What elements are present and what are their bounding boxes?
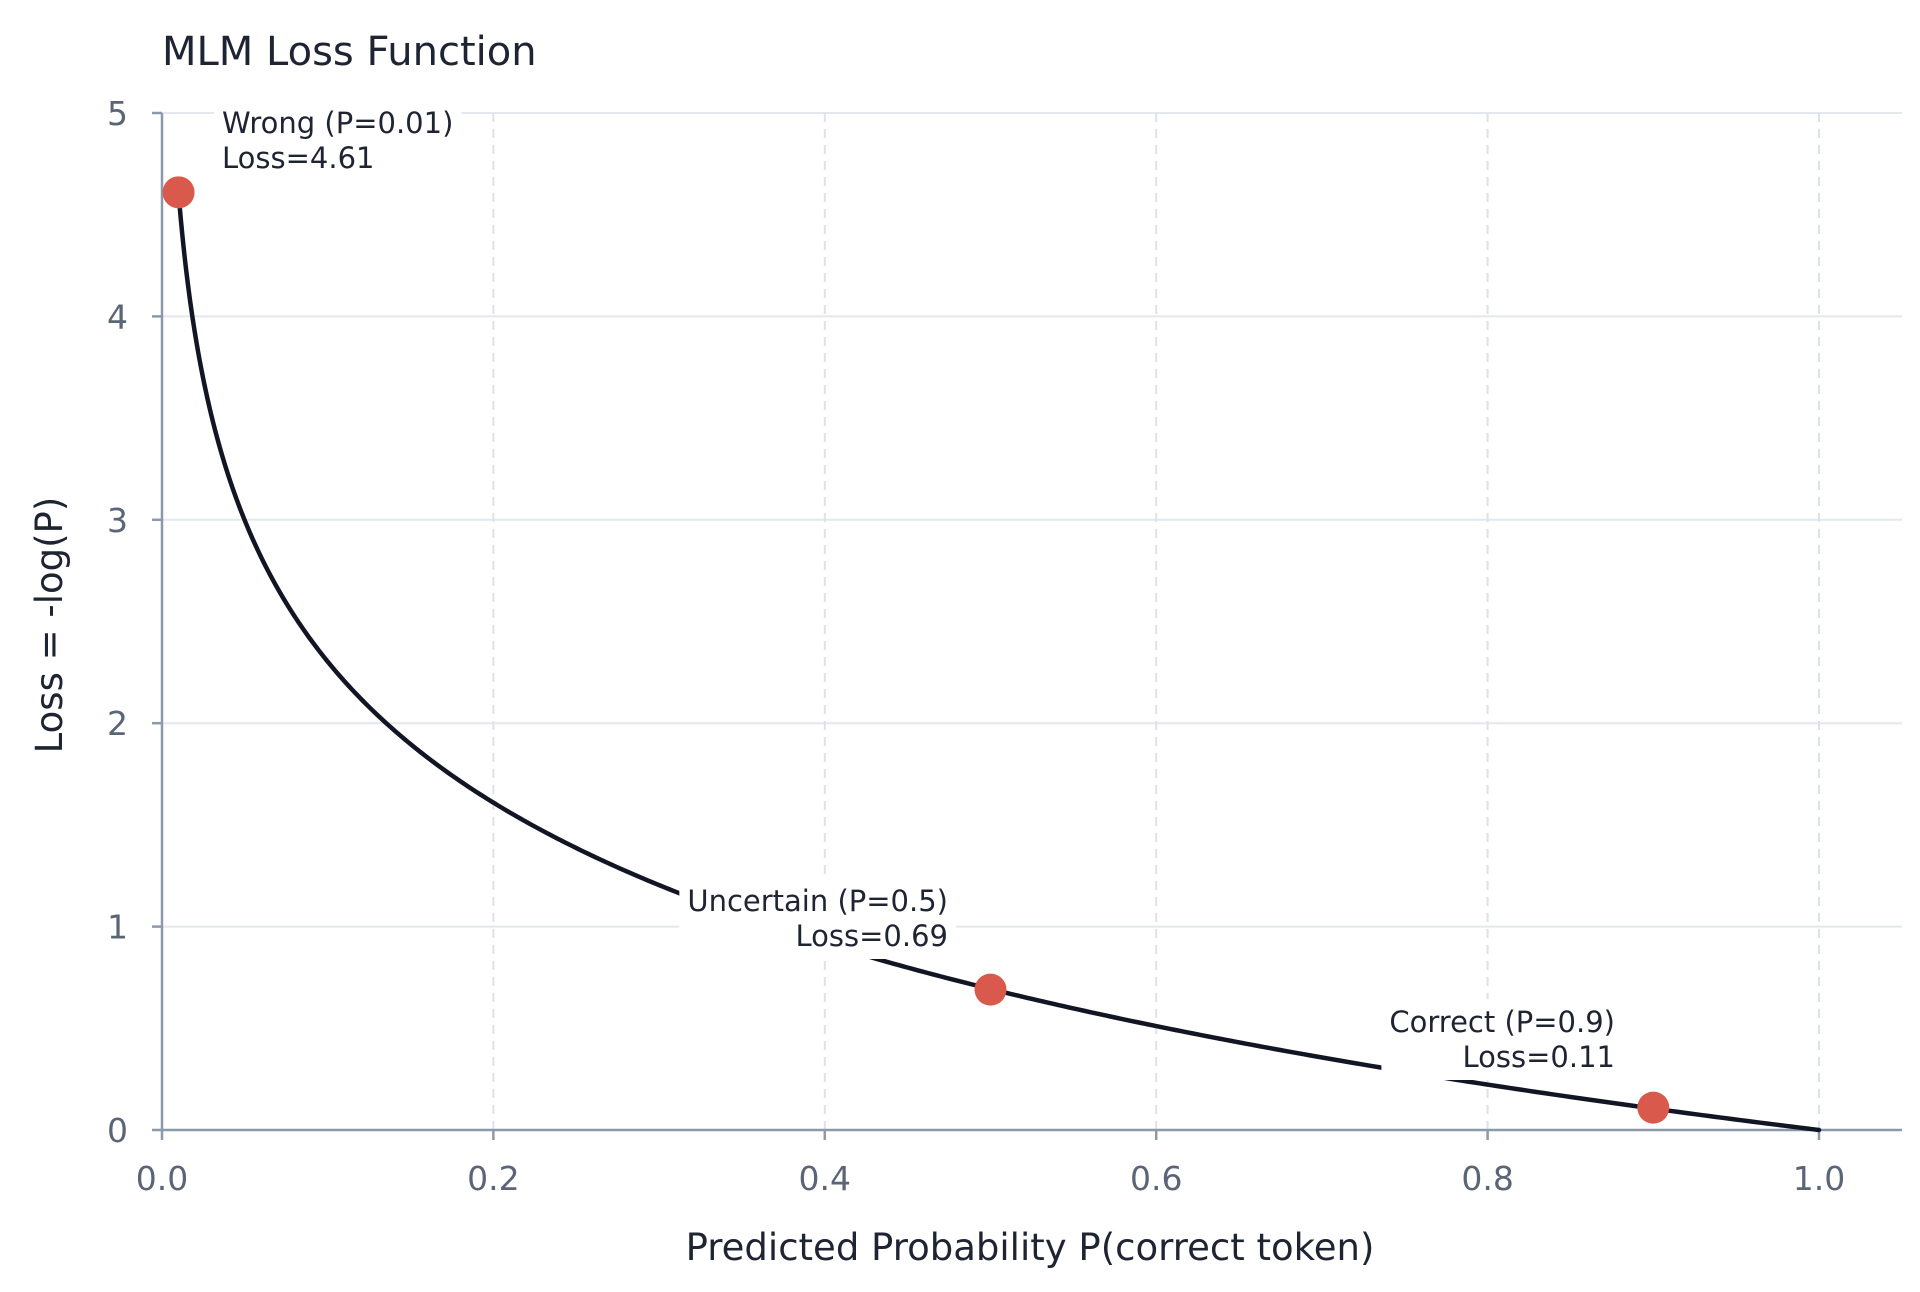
annotations: Wrong (P=0.01)Loss=4.61 Uncertain (P=0.5)…: [214, 100, 1623, 1080]
data-point-marker: [974, 973, 1007, 1006]
x-tick-label: 0.0: [136, 1159, 188, 1198]
y-tick-label: 0: [107, 1111, 128, 1150]
x-tick-label: 1.0: [1793, 1159, 1845, 1198]
annotation-1: Uncertain (P=0.5)Loss=0.69: [679, 878, 956, 959]
y-tick-label: 3: [107, 501, 128, 540]
annotation-sublabel: Loss=0.69: [796, 919, 948, 953]
data-point-marker: [162, 176, 195, 209]
x-tick-label: 0.2: [467, 1159, 519, 1198]
y-axis-label: Loss = -log(P): [28, 497, 71, 754]
annotation-sublabel: Loss=0.11: [1463, 1040, 1615, 1074]
y-tick-label: 5: [107, 94, 128, 133]
chart-title: MLM Loss Function: [162, 29, 537, 75]
annotation-background: [679, 878, 956, 959]
annotation-background: [1381, 999, 1623, 1080]
axes: 0 1 2 3 4 5 0.0 0.2 0.4 0.6 0.8 1.0: [107, 94, 1902, 1198]
annotation-background: [214, 100, 462, 181]
x-axis-label: Predicted Probability P(correct token): [686, 1226, 1375, 1269]
y-tick-label: 4: [107, 297, 128, 336]
annotation-2: Correct (P=0.9)Loss=0.11: [1381, 999, 1623, 1080]
annotation-sublabel: Loss=4.61: [222, 141, 374, 175]
markers: [162, 176, 1670, 1124]
annotation-label: Uncertain (P=0.5): [687, 884, 948, 918]
y-tick-label: 1: [107, 908, 128, 947]
annotation-label: Correct (P=0.9): [1389, 1005, 1615, 1039]
grid: [162, 112, 1902, 1130]
annotation-label: Wrong (P=0.01): [222, 106, 453, 140]
y-tick-label: 2: [107, 704, 128, 743]
data-point-marker: [1637, 1091, 1670, 1124]
x-tick-label: 0.8: [1461, 1159, 1513, 1198]
annotation-0: Wrong (P=0.01)Loss=4.61: [214, 100, 462, 181]
x-tick-label: 0.6: [1130, 1159, 1182, 1198]
x-tick-label: 0.4: [799, 1159, 851, 1198]
